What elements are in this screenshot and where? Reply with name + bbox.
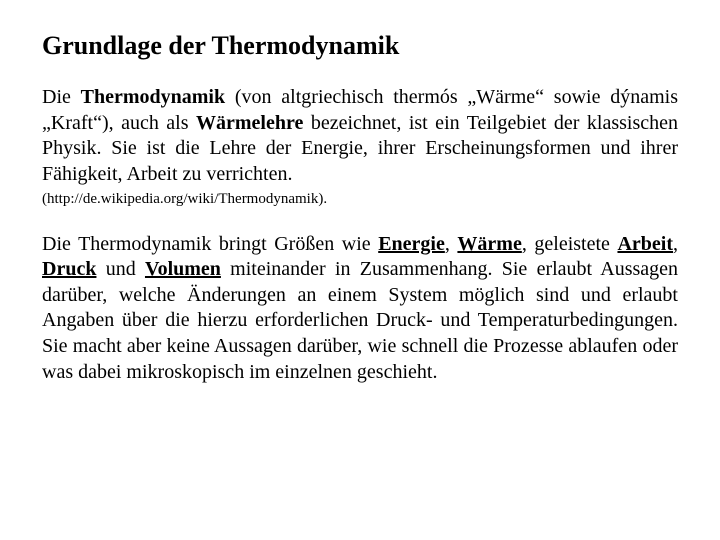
document-page: Grundlage der Thermodynamik Die Thermody… [0,0,720,385]
sep-1: , [445,233,458,255]
term-thermodynamik: Thermodynamik [81,86,225,108]
kw-volumen: Volumen [145,258,221,280]
term-waermelehre: Wärmelehre [196,112,303,134]
text-lead: Die [42,86,81,108]
sep-2: , [673,233,678,255]
kw-energie: Energie [378,233,445,255]
page-title: Grundlage der Thermodynamik [42,30,678,61]
text-2a: Die Thermodynamik bringt Größen wie [42,233,378,255]
intro-paragraph: Die Thermodynamik (von altgriechisch the… [42,85,678,187]
kw-waerme: Wärme [457,233,521,255]
kw-arbeit: Arbeit [617,233,673,255]
text-2b: , geleistete [522,233,618,255]
citation-line: (http://de.wikipedia.org/wiki/Thermodyna… [42,190,678,208]
body-paragraph: Die Thermodynamik bringt Größen wie Ener… [42,232,678,386]
kw-druck: Druck [42,258,96,280]
text-2c: und [96,258,145,280]
